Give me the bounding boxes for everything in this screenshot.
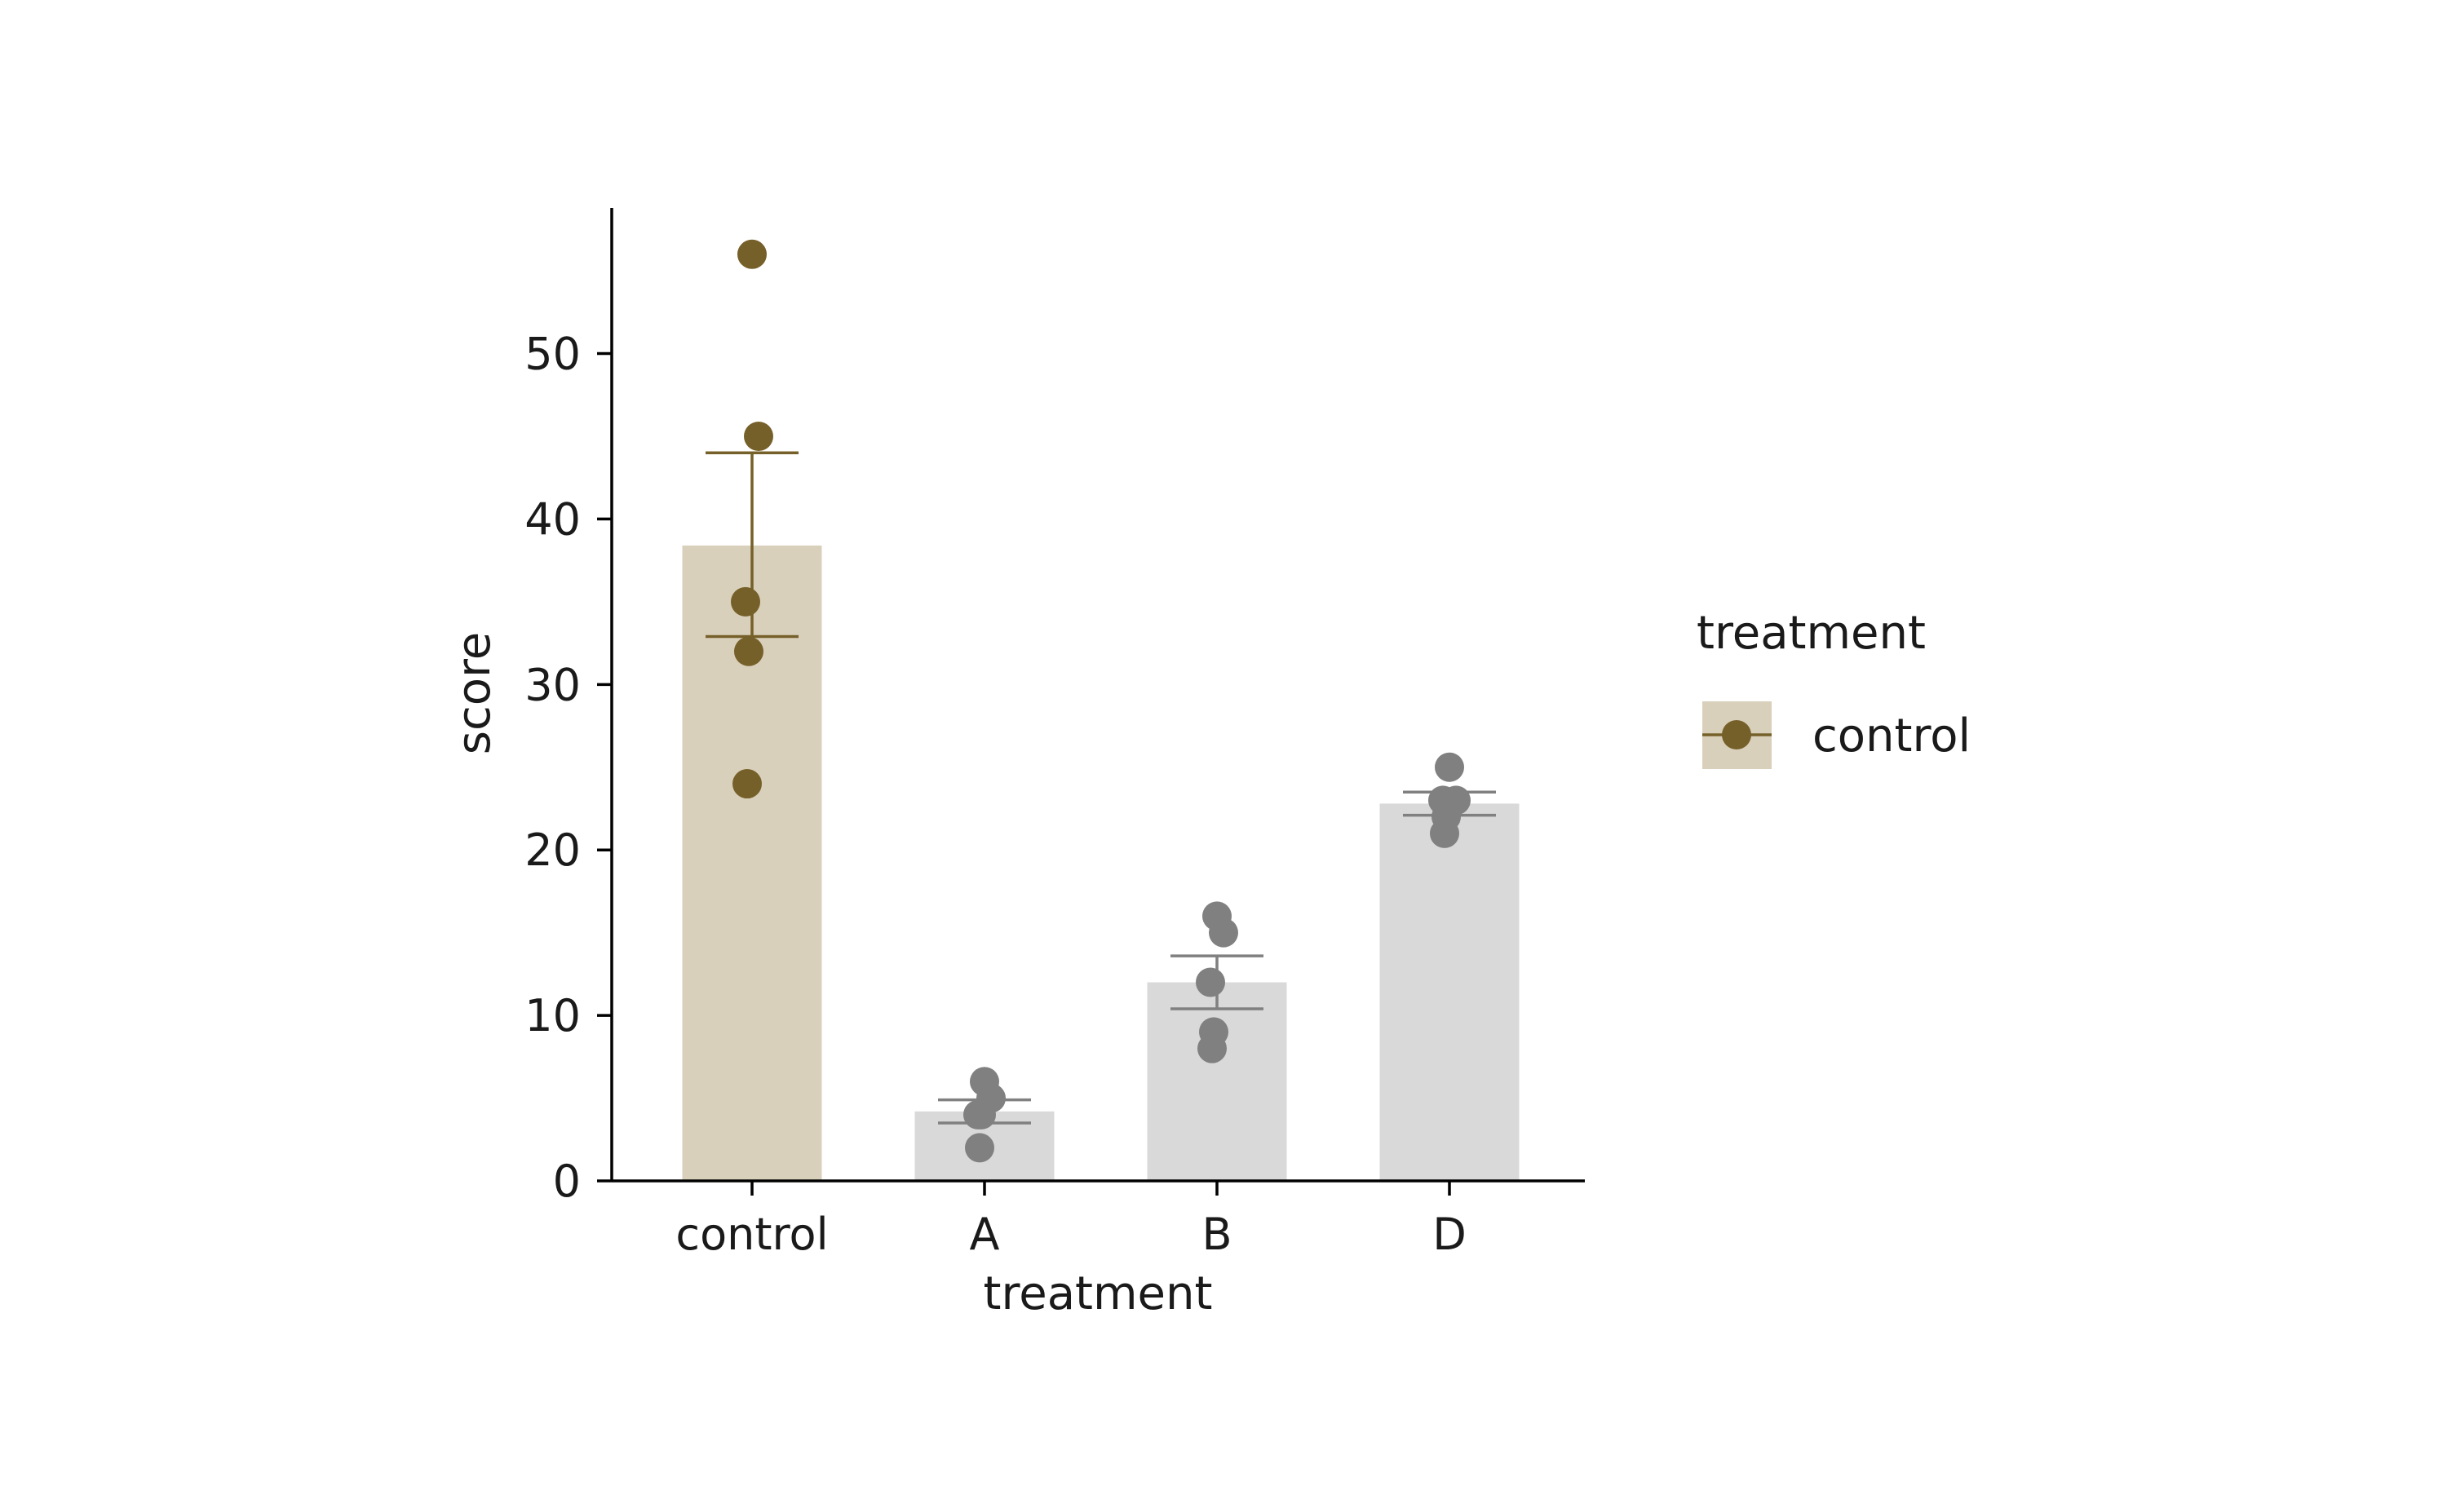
point-d-5: [1430, 818, 1459, 848]
point-control-2: [744, 421, 773, 451]
point-control-3: [731, 586, 760, 617]
error-bar-d: [1403, 790, 1496, 817]
point-a-5: [965, 1133, 994, 1163]
point-control-5: [732, 769, 762, 799]
points-layer: [731, 239, 1471, 1163]
y-axis-title: score: [448, 632, 501, 754]
axes-layer: [597, 208, 1585, 1196]
x-tick-label-a: A: [970, 1209, 1000, 1260]
labels-layer: control A B D 0 10 20 30 40 50: [524, 329, 1467, 1260]
y-tick-label-0: 0: [553, 1156, 581, 1207]
y-tick-label-40: 40: [524, 493, 581, 545]
bar-d: [1379, 803, 1520, 1181]
point-d-1: [1435, 752, 1464, 782]
error-bar-a: [938, 1098, 1031, 1125]
point-a-4: [967, 1099, 996, 1130]
legend-title: treatment: [1697, 607, 1926, 660]
point-b-2: [1209, 917, 1238, 948]
y-tick-label-30: 30: [524, 659, 581, 710]
y-tick-label-10: 10: [524, 990, 581, 1041]
point-b-5: [1197, 1033, 1227, 1063]
point-control-1: [737, 239, 767, 269]
y-tick-label-20: 20: [524, 825, 581, 876]
legend: treatment control: [1697, 607, 1971, 769]
point-b-3: [1196, 967, 1225, 997]
x-tick-label-control: control: [675, 1209, 828, 1260]
x-tick-label-d: D: [1432, 1209, 1467, 1260]
bar-b: [1147, 982, 1287, 1181]
legend-marker-control: [1722, 720, 1751, 749]
y-tick-label-50: 50: [524, 329, 581, 380]
legend-entries: control: [1702, 701, 1971, 769]
error-bar-control: [706, 451, 799, 639]
x-tick-label-b: B: [1201, 1209, 1232, 1260]
x-axis-title: treatment: [984, 1267, 1213, 1320]
legend-label-control: control: [1812, 710, 1971, 763]
error-bars-layer: [706, 451, 1496, 1125]
bars-layer: [682, 545, 1520, 1181]
error-bar-b: [1170, 954, 1263, 1010]
point-control-4: [734, 636, 763, 666]
